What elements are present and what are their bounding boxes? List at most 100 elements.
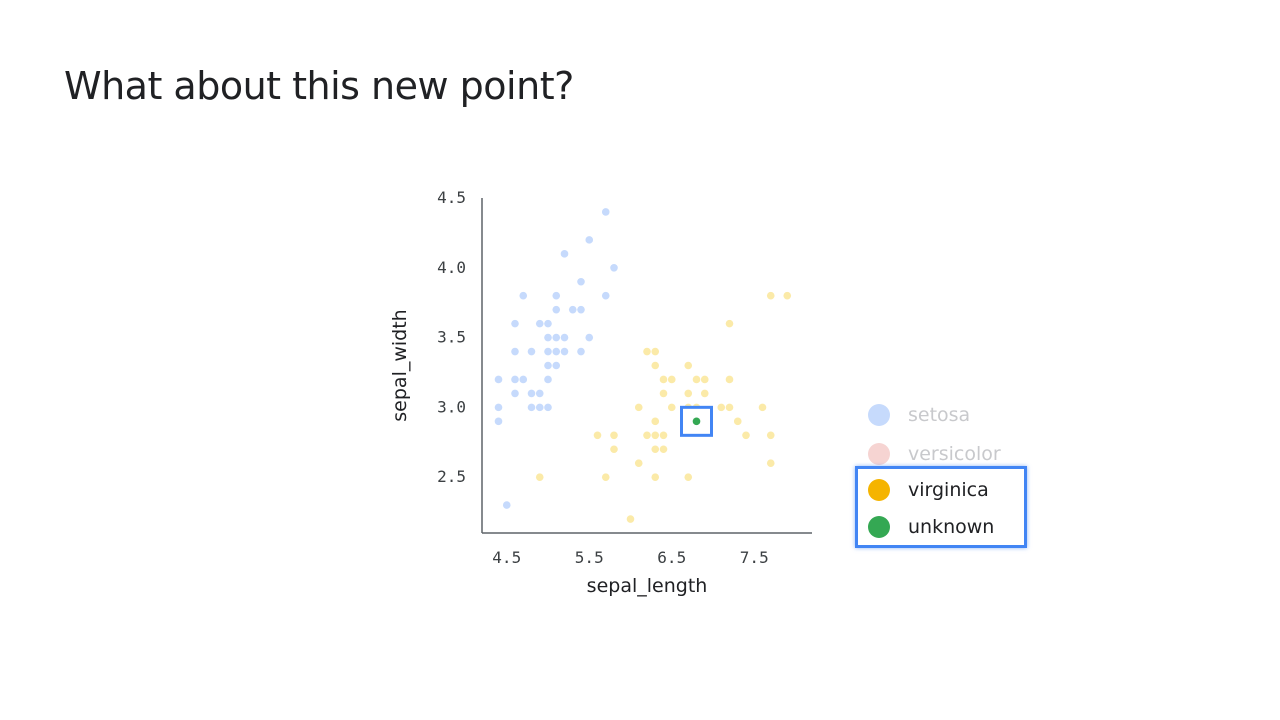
data-point-setosa: [552, 347, 561, 356]
data-point-virginica: [626, 515, 635, 523]
data-point-setosa: [527, 347, 536, 356]
data-point-virginica: [700, 375, 709, 384]
data-point-virginica: [766, 431, 775, 440]
data-point-virginica: [535, 473, 544, 481]
data-point-virginica: [667, 403, 676, 412]
data-point-setosa: [552, 291, 561, 300]
data-point-virginica: [684, 361, 693, 370]
data-point-virginica: [601, 473, 610, 481]
data-point-virginica: [643, 347, 651, 356]
data-point-setosa: [544, 361, 552, 370]
data-point-virginica: [659, 431, 668, 440]
data-point-setosa: [610, 263, 618, 272]
data-point-setosa: [560, 333, 569, 342]
y-tick-label: 4.0: [437, 258, 466, 277]
slide-title: What about this new point?: [64, 64, 574, 108]
unknown-swatch-icon: [868, 516, 890, 538]
y-tick-label: 3.5: [437, 328, 466, 347]
data-point-virginica: [610, 431, 618, 440]
x-tick-label: 4.5: [492, 548, 521, 567]
data-point-virginica: [766, 459, 775, 468]
data-point-virginica: [634, 459, 643, 468]
legend-highlight-box: [855, 466, 1027, 548]
data-point-setosa: [535, 403, 544, 412]
data-point-setosa: [527, 403, 536, 412]
data-point-setosa: [544, 333, 552, 342]
legend-item-versicolor[interactable]: versicolor: [868, 439, 1001, 469]
x-tick-label: 6.5: [657, 548, 686, 567]
y-axis-title: sepal_width: [389, 309, 411, 421]
data-point-virginica: [684, 389, 693, 398]
data-point-setosa: [519, 291, 528, 300]
data-point-virginica: [593, 431, 602, 440]
data-point-setosa: [535, 319, 544, 328]
data-point-virginica: [758, 403, 767, 412]
data-point-setosa: [560, 250, 569, 258]
data-point-setosa: [552, 361, 561, 370]
data-point-virginica: [742, 431, 750, 440]
legend-label-setosa: setosa: [908, 404, 971, 426]
data-point-setosa: [601, 291, 610, 300]
y-tick-label: 3.0: [437, 397, 466, 416]
data-point-virginica: [725, 319, 734, 328]
data-point-virginica: [651, 347, 660, 356]
data-point-setosa: [601, 208, 610, 216]
setosa-swatch-icon: [868, 404, 890, 426]
data-point-virginica: [634, 403, 643, 412]
data-point-virginica: [651, 445, 660, 454]
versicolor-swatch-icon: [868, 443, 890, 465]
data-point-setosa: [511, 347, 519, 356]
data-point-virginica: [659, 445, 668, 454]
data-point-setosa: [577, 305, 585, 314]
data-point-setosa: [585, 333, 594, 342]
legend-item-virginica[interactable]: virginica: [868, 475, 989, 505]
data-point-virginica: [643, 431, 651, 440]
data-point-setosa: [511, 375, 519, 384]
data-point-setosa: [552, 333, 561, 342]
data-point-setosa: [519, 375, 528, 384]
y-tick-label: 4.5: [437, 188, 466, 207]
data-point-setosa: [552, 305, 561, 314]
data-point-virginica: [659, 375, 668, 384]
data-point-setosa: [568, 305, 577, 314]
data-point-setosa: [494, 403, 503, 412]
data-point-setosa: [560, 347, 569, 356]
new-point-marker: [692, 417, 701, 426]
data-point-virginica: [659, 389, 668, 398]
data-point-setosa: [544, 347, 552, 356]
data-point-setosa: [577, 277, 585, 286]
legend-label-versicolor: versicolor: [908, 443, 1001, 465]
data-point-virginica: [692, 375, 701, 384]
data-point-setosa: [494, 375, 503, 384]
x-axis-title: sepal_length: [587, 575, 708, 597]
data-point-virginica: [766, 291, 775, 300]
data-point-setosa: [577, 347, 585, 356]
virginica-swatch-icon: [868, 479, 890, 501]
data-point-setosa: [511, 389, 519, 398]
data-point-virginica: [651, 361, 660, 370]
data-point-setosa: [502, 501, 511, 509]
data-point-virginica: [700, 389, 709, 398]
legend-item-unknown[interactable]: unknown: [868, 512, 994, 542]
x-tick-label: 7.5: [740, 548, 769, 567]
data-point-setosa: [585, 236, 594, 244]
data-point-virginica: [733, 417, 742, 426]
data-point-virginica: [667, 375, 676, 384]
data-point-virginica: [651, 431, 660, 440]
data-point-virginica: [610, 445, 618, 454]
legend-label-virginica: virginica: [908, 479, 989, 501]
data-point-virginica: [725, 403, 734, 412]
scatter-chart: 4.5 5.5 6.5 7.5 2.5 3.0 3.5 4.0 4.5 sepal_length…: [389, 188, 812, 597]
data-point-setosa: [544, 319, 552, 328]
data-point-setosa: [544, 403, 552, 412]
data-point-virginica: [725, 375, 734, 384]
data-point-virginica: [651, 473, 660, 481]
legend-item-setosa[interactable]: setosa: [868, 400, 970, 430]
x-tick-label: 5.5: [575, 548, 604, 567]
legend-label-unknown: unknown: [908, 516, 995, 538]
data-point-setosa: [511, 319, 519, 328]
data-point-virginica: [717, 403, 726, 412]
data-point-setosa: [535, 389, 544, 398]
data-point-virginica: [651, 417, 660, 426]
y-tick-label: 2.5: [437, 467, 466, 486]
